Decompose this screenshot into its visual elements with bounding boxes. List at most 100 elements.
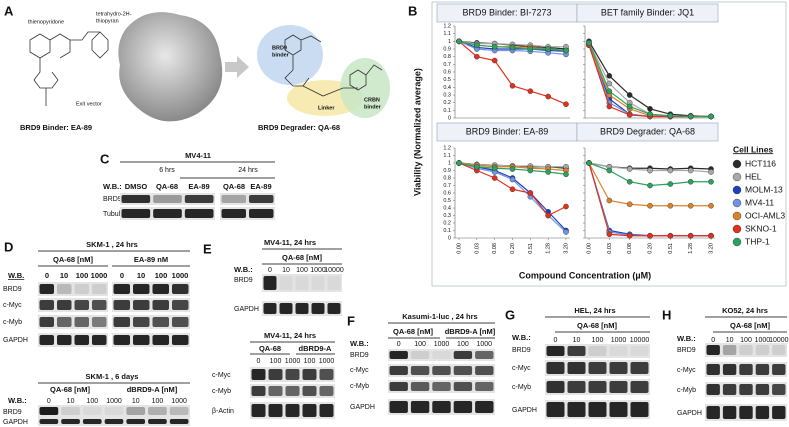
lane-label: 1000 bbox=[171, 398, 187, 405]
band bbox=[432, 382, 451, 391]
protein-label: c-Myb bbox=[512, 384, 531, 391]
lane-label: 1000 bbox=[172, 271, 189, 280]
data-point bbox=[626, 92, 633, 98]
band bbox=[113, 317, 130, 327]
band bbox=[279, 303, 293, 314]
panel-b-frame bbox=[431, 1, 787, 287]
band bbox=[389, 382, 408, 391]
lane-label: EA-89 bbox=[250, 182, 271, 191]
data-point bbox=[626, 201, 633, 208]
data-point bbox=[509, 186, 516, 193]
legend-label: HCT116 bbox=[745, 158, 776, 168]
label: 24 hrs bbox=[238, 167, 258, 174]
band bbox=[152, 335, 169, 345]
data-point bbox=[586, 40, 592, 46]
band bbox=[319, 404, 334, 417]
data-point bbox=[687, 167, 694, 174]
y-tick-label: 0 bbox=[448, 115, 451, 121]
protein-label: GAPDH bbox=[350, 404, 375, 411]
blot-membrane bbox=[38, 405, 190, 417]
band bbox=[57, 284, 72, 294]
y-tick-label: 0.4 bbox=[443, 205, 451, 211]
protein-label: BRD9 bbox=[3, 286, 22, 293]
band bbox=[319, 369, 334, 380]
degrader-sketch bbox=[284, 34, 383, 97]
label: thiopyran bbox=[96, 18, 119, 24]
band bbox=[311, 303, 325, 314]
lane-label: 100 bbox=[155, 271, 168, 280]
band bbox=[432, 401, 451, 413]
band bbox=[588, 362, 607, 374]
band bbox=[92, 300, 107, 310]
band bbox=[133, 284, 150, 294]
label: dBRD9-A [nM] bbox=[445, 327, 496, 336]
lane-label: 1000 bbox=[755, 337, 771, 344]
band bbox=[389, 401, 408, 413]
lane-label: 100 bbox=[152, 398, 164, 405]
y-tick-label: 1.2 bbox=[443, 23, 451, 29]
band bbox=[302, 386, 317, 396]
data-point bbox=[708, 178, 714, 185]
legend-swatch bbox=[732, 211, 742, 221]
legend-label: HEL bbox=[745, 171, 762, 181]
data-point bbox=[527, 167, 534, 174]
band bbox=[567, 346, 586, 356]
band bbox=[285, 386, 300, 396]
band bbox=[121, 209, 151, 218]
protein-label: Tubulin bbox=[103, 211, 126, 218]
band bbox=[57, 300, 72, 310]
lane-label: 100 bbox=[457, 341, 469, 348]
protein-label: c-Myb bbox=[677, 387, 696, 394]
data-point bbox=[491, 175, 498, 181]
data-point bbox=[667, 181, 674, 187]
y-axis-label: Viability (Normalized average) bbox=[412, 68, 422, 196]
legend-swatch bbox=[732, 172, 742, 182]
lane-label: 1000 bbox=[319, 358, 335, 365]
protein-label: β-Actin bbox=[212, 408, 234, 415]
band bbox=[772, 345, 786, 355]
band bbox=[152, 284, 169, 294]
label: Linker bbox=[318, 105, 335, 111]
band bbox=[74, 284, 89, 294]
band bbox=[148, 407, 167, 415]
lane-label: 1000 bbox=[106, 398, 122, 405]
band bbox=[389, 366, 408, 375]
legend-swatch bbox=[732, 237, 742, 247]
protein-label: BRD9 bbox=[350, 352, 369, 359]
band bbox=[285, 369, 300, 380]
band bbox=[133, 300, 150, 310]
data-point bbox=[509, 83, 516, 89]
label: W.B. bbox=[8, 271, 24, 280]
data-point bbox=[491, 165, 498, 172]
band bbox=[172, 317, 189, 327]
legend-label: MV4-11 bbox=[745, 197, 774, 207]
lane-label: 10000 bbox=[630, 337, 650, 344]
band bbox=[546, 346, 565, 356]
band bbox=[61, 419, 80, 424]
data-point bbox=[606, 197, 613, 204]
data-point bbox=[647, 202, 653, 209]
y-tick-label: 0.3 bbox=[443, 213, 451, 219]
protein-label: c-Myc bbox=[212, 372, 231, 379]
protein-label: BRD9 bbox=[677, 347, 696, 354]
band bbox=[295, 303, 309, 314]
band bbox=[39, 284, 54, 294]
x-tick-label: 0.08 bbox=[492, 243, 498, 254]
protein-label: BRD9 bbox=[3, 409, 22, 416]
data-point bbox=[708, 202, 714, 209]
label: QA-68 [nM] bbox=[393, 327, 434, 336]
band bbox=[113, 300, 130, 310]
lane-label: 100 bbox=[86, 398, 98, 405]
y-tick-label: 1.1 bbox=[443, 153, 451, 159]
band bbox=[475, 382, 494, 391]
panel-letter: D bbox=[4, 239, 13, 254]
data-point bbox=[474, 53, 480, 60]
band bbox=[268, 386, 283, 396]
x-tick-label: 0.00 bbox=[586, 243, 592, 254]
band bbox=[706, 345, 720, 355]
lane-label: 100 bbox=[592, 337, 604, 344]
data-point bbox=[708, 113, 714, 120]
protein-label: c-Myc bbox=[512, 365, 531, 372]
band bbox=[453, 351, 473, 359]
label: thienopyridone bbox=[28, 19, 64, 25]
